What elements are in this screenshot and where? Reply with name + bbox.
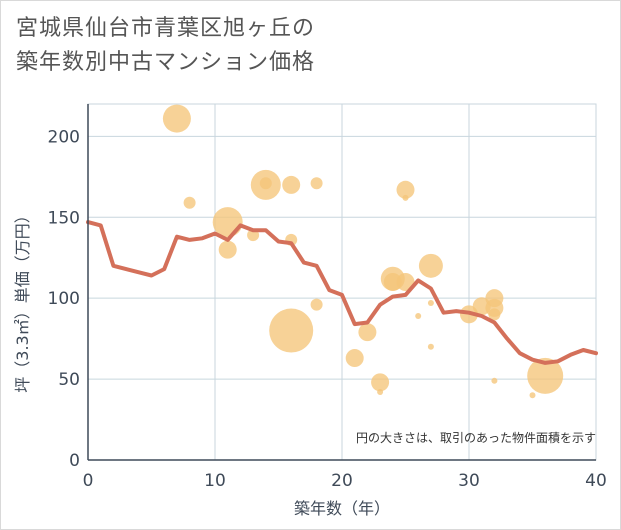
bubble-point bbox=[383, 273, 402, 291]
y-tick-label: 0 bbox=[69, 451, 80, 471]
bubble-point bbox=[527, 357, 564, 394]
bubble-point bbox=[427, 300, 434, 307]
bubble-point bbox=[415, 312, 422, 319]
y-axis-label: 坪（3.3㎡）単価（万円） bbox=[13, 207, 32, 392]
bubble-point bbox=[269, 308, 314, 353]
title-line-2: 築年数別中古マンション価格 bbox=[16, 50, 316, 75]
y-tick-label: 100 bbox=[48, 289, 80, 309]
y-tick-label: 50 bbox=[58, 370, 80, 390]
average-price-line bbox=[86, 220, 598, 365]
bubble-point bbox=[377, 389, 384, 396]
bubble-point bbox=[491, 377, 498, 384]
y-tick-label: 200 bbox=[48, 127, 80, 147]
tick-labels: 0 50 100 150 200 0 10 20 30 40 bbox=[48, 127, 607, 491]
bubble-point bbox=[358, 323, 377, 342]
bubble-point bbox=[427, 343, 434, 350]
bubble-point bbox=[371, 373, 390, 392]
bubble-point bbox=[418, 253, 443, 278]
x-tick-label: 0 bbox=[83, 471, 94, 491]
line-layer bbox=[86, 220, 598, 365]
bubble-point bbox=[402, 194, 409, 201]
bubble-point bbox=[310, 177, 323, 190]
bubble-point bbox=[396, 180, 415, 199]
bubble-size-note: 円の大きさは、取引のあった物件面積を示す bbox=[356, 430, 596, 445]
x-tick-label: 10 bbox=[204, 471, 226, 491]
x-axis-label: 築年数（年） bbox=[294, 499, 390, 518]
grid bbox=[87, 103, 597, 461]
bubble-layer bbox=[162, 104, 564, 399]
x-tick-label: 30 bbox=[458, 471, 480, 491]
bubble-point bbox=[310, 298, 323, 311]
title-line-1: 宮城県仙台市青葉区旭ヶ丘の bbox=[16, 16, 316, 41]
bubble-point bbox=[488, 308, 501, 321]
bubble-point bbox=[396, 273, 415, 291]
axes bbox=[87, 104, 596, 461]
bubble-point bbox=[345, 349, 364, 368]
x-tick-label: 40 bbox=[585, 471, 607, 491]
bubble-point bbox=[529, 392, 536, 399]
bubble-point bbox=[259, 177, 272, 190]
bubble-point bbox=[218, 240, 237, 259]
bubble-point bbox=[183, 196, 196, 209]
y-tick-label: 150 bbox=[48, 208, 80, 228]
bubble-point bbox=[282, 175, 301, 194]
x-tick-label: 20 bbox=[331, 471, 353, 491]
chart-title: 宮城県仙台市青葉区旭ヶ丘の 築年数別中古マンション価格 bbox=[16, 12, 315, 80]
bubble-point bbox=[162, 104, 191, 133]
